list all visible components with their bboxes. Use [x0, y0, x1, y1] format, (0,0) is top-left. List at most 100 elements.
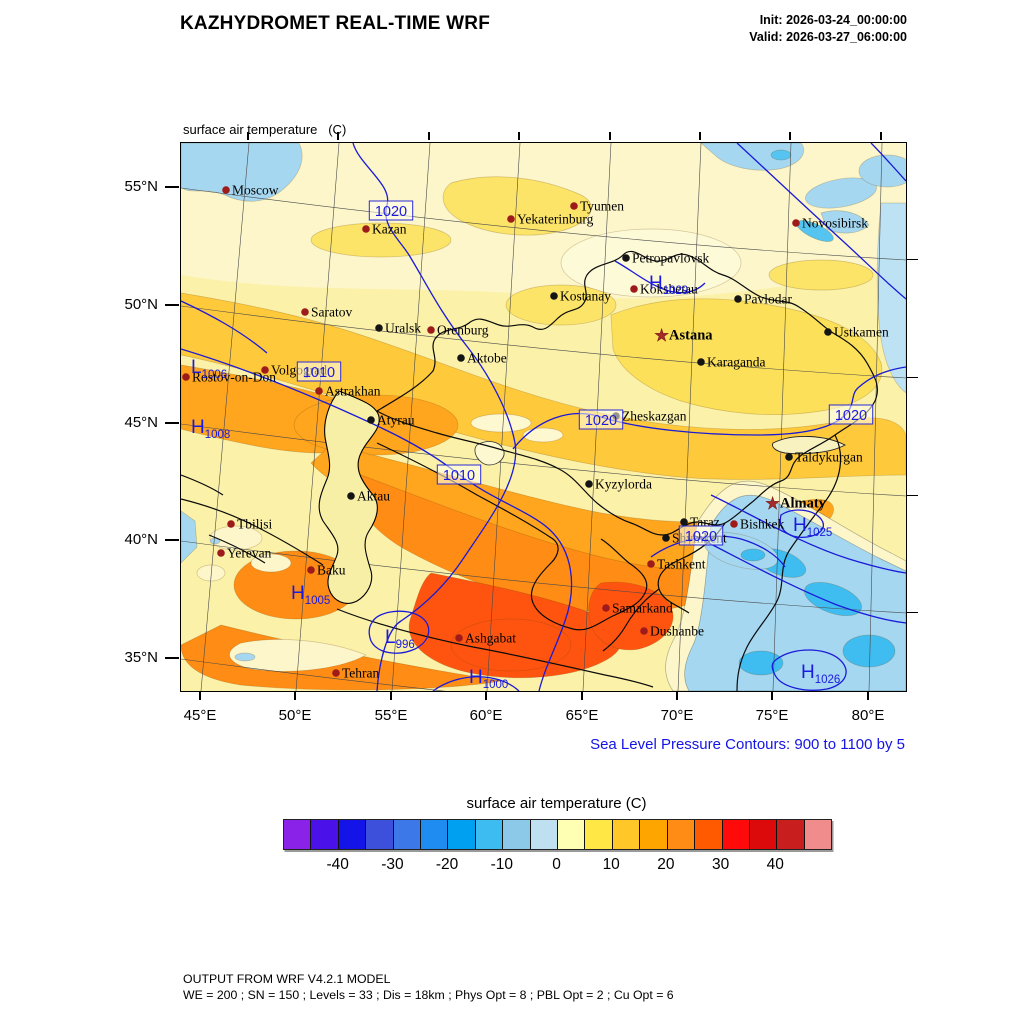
colorbar-tick-label: -20: [435, 856, 459, 873]
city-marker: [307, 566, 315, 574]
graticule-grid: [105, 69, 907, 732]
parallel-line: [180, 305, 907, 379]
colorbar-cell: [749, 820, 778, 849]
lon-tick-mark-top: [609, 132, 611, 140]
city-label: Karaganda: [707, 355, 765, 370]
colorbar-cell: [421, 820, 449, 849]
city-marker: [602, 604, 610, 612]
city-marker: [375, 324, 383, 332]
parallel-line: [180, 187, 907, 261]
lat-label: 50°N: [124, 296, 158, 313]
lon-tick-mark: [581, 692, 583, 700]
contour-value-label: 1020: [685, 529, 717, 545]
city-marker: [427, 326, 435, 334]
city-label: Samarkand: [612, 601, 673, 616]
meridian-line: [772, 142, 792, 692]
lat-tick-mark: [165, 186, 179, 188]
city-marker: [622, 254, 630, 262]
city-label: Kazan: [372, 222, 407, 237]
lon-tick-mark: [771, 692, 773, 700]
run-times: Init: 2026-03-24_00:00:00 Valid: 2026-03…: [749, 12, 907, 46]
meridian-line: [677, 142, 702, 692]
lon-tick-mark-top: [789, 132, 791, 140]
city-label: Astana: [669, 328, 713, 344]
colorbar-cell: [475, 820, 504, 849]
lon-label: 55°E: [374, 707, 408, 724]
city-marker: [585, 480, 593, 488]
city-marker: [315, 387, 323, 395]
city-marker: [222, 186, 230, 194]
city-label: Novosibirsk: [802, 216, 868, 231]
contour-value-box: [828, 404, 874, 425]
city-label: Kyzylorda: [595, 477, 652, 492]
country-borders: [180, 250, 879, 692]
colorbar-cell: [503, 820, 531, 849]
lat-tick-mark: [165, 539, 179, 541]
city-label: Aktau: [357, 489, 390, 504]
city-label: Atyrau: [377, 413, 415, 428]
colorbar-tick-label: -40: [326, 856, 349, 873]
lon-tick-mark-top: [518, 132, 520, 140]
field-label-temperature: surface air temperature (C): [183, 122, 347, 137]
lat-tick-mark-right: [906, 495, 918, 497]
city-label: Tashkent: [657, 557, 706, 572]
lon-label: 60°E: [469, 707, 503, 724]
weather-map: Moscow Kazan Tyumen Yekaterinburg Novosibirs…: [105, 69, 916, 732]
lon-tick-mark-top: [428, 132, 430, 140]
lon-tick-mark: [199, 692, 201, 700]
colorbar-cell: [366, 820, 394, 849]
city-label: Zheskazgan: [622, 409, 687, 424]
capital-star-marker: ★: [765, 494, 780, 513]
city-marker: [785, 453, 793, 461]
city-label: Aktobe: [467, 351, 507, 366]
city-marker: [680, 518, 688, 526]
lat-label: 55°N: [124, 178, 158, 195]
parallel-line: [180, 540, 907, 614]
city-label: Tbilisi: [237, 517, 273, 532]
city-marker: [227, 520, 235, 528]
colorbar-cell: [530, 820, 559, 849]
colorbar-cell: [722, 820, 750, 849]
contour-value-label: 1020: [375, 204, 407, 220]
contour-value-box: [296, 361, 342, 382]
meridian-line: [868, 142, 883, 692]
colorbar-cell: [777, 820, 805, 849]
city-marker: [570, 202, 578, 210]
city-label: Yekaterinburg: [517, 212, 594, 227]
colorbar-cell: [311, 820, 339, 849]
meridian-line: [391, 142, 431, 692]
city-label: Bishkek: [740, 517, 785, 532]
colorbar-cell: [558, 820, 586, 849]
colorbar-tick-label: 40: [766, 856, 784, 873]
lon-label: 75°E: [755, 707, 789, 724]
city-label: Saratov: [311, 305, 352, 320]
city-label: Kokshetau: [640, 282, 698, 297]
city-label: Uralsk: [385, 321, 421, 336]
lon-tick-mark: [485, 692, 487, 700]
city-marker: [792, 219, 800, 227]
lon-label: 80°E: [851, 707, 885, 724]
meridian-line: [200, 142, 250, 692]
lon-tick-mark-top: [247, 132, 249, 140]
city-marker: [647, 560, 655, 568]
city-marker: [697, 358, 705, 366]
city-label: Ustkamen: [834, 325, 889, 340]
city-marker: [301, 308, 309, 316]
footer-config-line: WE = 200 ; SN = 150 ; Levels = 33 ; Dis …: [183, 987, 674, 1002]
lon-tick-mark: [294, 692, 296, 700]
city-marker: [261, 366, 269, 374]
city-label: Yerevan: [227, 546, 272, 561]
city-marker: [332, 669, 340, 677]
colorbar-cell: [612, 820, 641, 849]
city-label: Taldykurgan: [795, 450, 863, 465]
colorbar-tick-label: 10: [602, 856, 620, 873]
meridian-line: [486, 142, 521, 692]
lat-tick-mark: [165, 422, 179, 424]
lon-label: 65°E: [565, 707, 599, 724]
lon-label: 45°E: [183, 707, 217, 724]
colorbar-cell: [804, 820, 832, 849]
contour-value-label: 1010: [443, 468, 475, 484]
lat-tick-mark-right: [906, 612, 918, 614]
